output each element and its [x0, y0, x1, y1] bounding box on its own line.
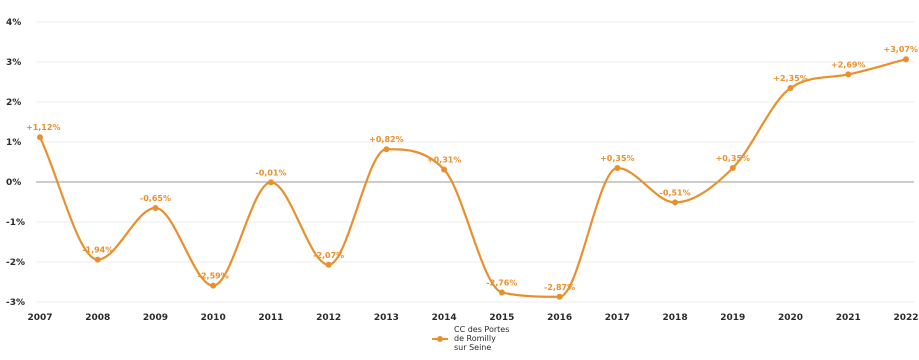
x-tick-label: 2011 — [258, 313, 283, 323]
x-tick-label: 2014 — [432, 313, 457, 323]
data-point[interactable] — [94, 256, 101, 263]
x-tick-label: 2019 — [720, 313, 745, 323]
data-label: +0,82% — [369, 135, 403, 144]
data-label: -2,87% — [544, 283, 575, 292]
x-axis-ticks: 2007 2008 2009 2010 2011 2012 2013 2014 2015 2016… — [27, 313, 918, 323]
x-tick-label: 2018 — [663, 313, 688, 323]
data-label: +2,35% — [773, 74, 807, 83]
data-point[interactable] — [152, 205, 159, 211]
y-tick-label: 1% — [6, 138, 21, 148]
data-label: +3,07% — [884, 45, 918, 54]
data-point[interactable] — [498, 289, 505, 296]
x-tick-label: 2012 — [316, 313, 341, 323]
x-tick-label: 2013 — [374, 313, 399, 323]
data-label: -0,65% — [140, 194, 171, 203]
series-path — [39, 58, 907, 298]
legend-swatch-marker — [437, 336, 443, 342]
y-tick-label: 0% — [6, 178, 21, 188]
x-tick-label: 2017 — [605, 313, 630, 323]
y-tick-label: -2% — [6, 258, 25, 268]
x-tick-label: 2009 — [143, 313, 168, 323]
x-tick-label: 2020 — [778, 313, 803, 323]
legend[interactable]: CC des Portes de Romilly sur Seine — [432, 325, 509, 352]
data-point[interactable] — [614, 165, 621, 171]
x-tick-label: 2008 — [85, 313, 110, 323]
data-label: -1,94% — [82, 246, 113, 255]
x-tick-label: 2015 — [489, 313, 514, 323]
y-tick-label: 2% — [6, 98, 21, 108]
data-label: -0,51% — [660, 188, 691, 197]
y-tick-label: 4% — [6, 18, 21, 28]
data-labels: +1,12% -1,94% -0,65% -2,59% -0,01% -2,07% +0,8… — [26, 45, 918, 292]
data-point[interactable] — [325, 261, 332, 268]
data-label: +2,69% — [831, 60, 865, 69]
data-point[interactable] — [556, 293, 563, 300]
data-label: -2,07% — [313, 251, 344, 260]
x-tick-label: 2022 — [893, 313, 918, 323]
y-axis-ticks: 4% 3% 2% 1% 0% -1% -2% -3% — [6, 18, 25, 308]
data-point[interactable] — [787, 85, 794, 91]
y-tick-label: -1% — [6, 218, 25, 228]
x-tick-label: 2010 — [201, 313, 226, 323]
data-label: -2,59% — [198, 272, 229, 281]
series-line — [39, 58, 907, 298]
legend-label: CC des Portes de Romilly sur Seine — [454, 325, 509, 352]
data-point[interactable] — [903, 56, 909, 63]
data-points — [37, 56, 909, 300]
x-tick-label: 2007 — [27, 313, 52, 323]
data-label: +0,35% — [600, 154, 634, 163]
data-label: -0,01% — [255, 168, 286, 177]
data-point[interactable] — [383, 146, 390, 153]
data-point[interactable] — [267, 179, 274, 186]
data-point[interactable] — [37, 134, 43, 141]
data-point[interactable] — [845, 71, 852, 78]
grid-lines — [36, 21, 914, 303]
data-point[interactable] — [729, 165, 736, 171]
data-point[interactable] — [672, 199, 679, 206]
data-label: +1,12% — [26, 123, 60, 132]
data-label: +0,31% — [427, 156, 461, 165]
y-tick-label: -3% — [6, 298, 25, 308]
y-tick-label: 3% — [6, 58, 21, 68]
data-label: +0,35% — [716, 154, 750, 163]
x-tick-label: 2021 — [836, 313, 861, 323]
x-tick-label: 2016 — [547, 313, 572, 323]
data-point[interactable] — [210, 282, 217, 289]
data-point[interactable] — [441, 166, 448, 173]
data-label: -2,76% — [486, 278, 517, 287]
